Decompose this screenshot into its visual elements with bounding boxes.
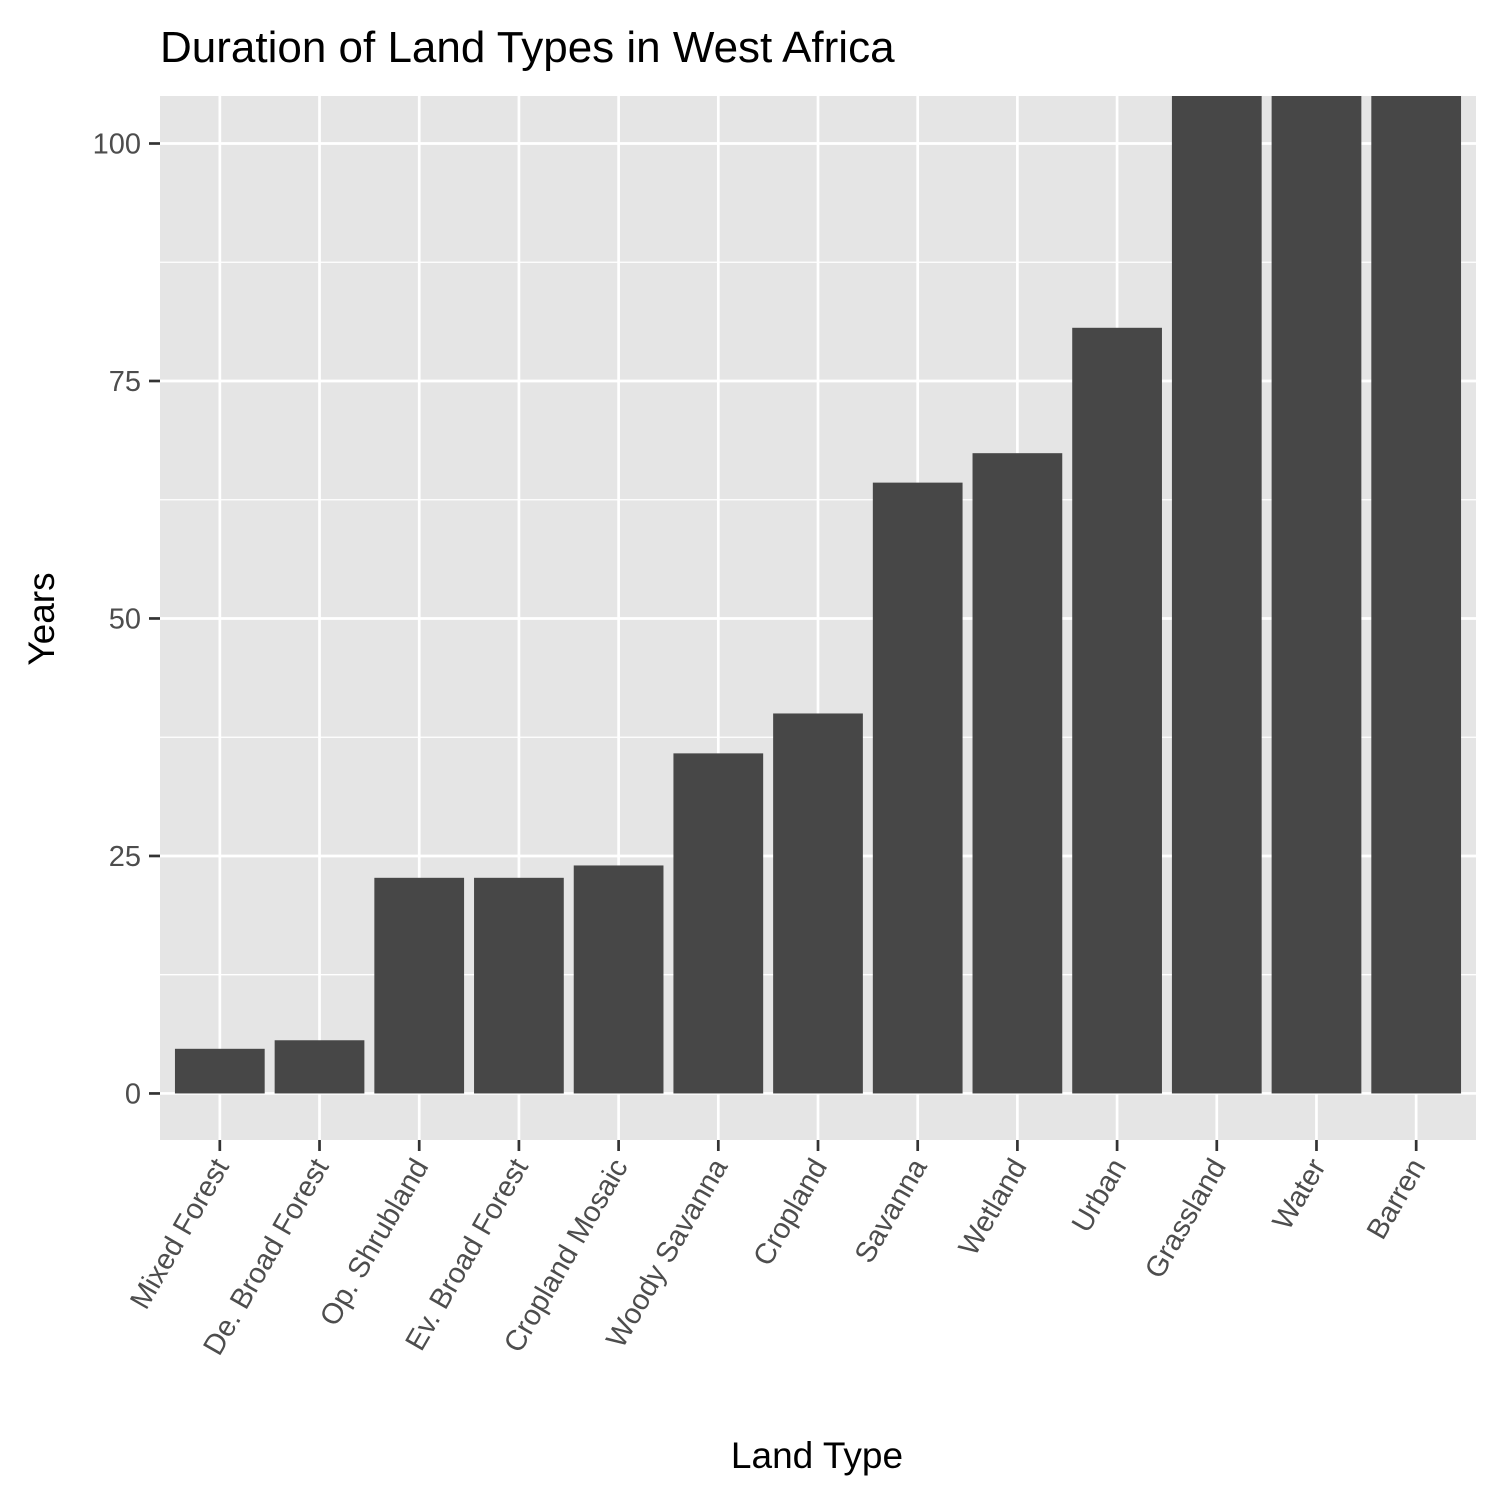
- x-axis-title: Land Type: [731, 1435, 903, 1476]
- y-tick-label: 100: [93, 128, 141, 160]
- y-axis: 0 25 50 75 100: [93, 128, 160, 1110]
- bar: [1271, 96, 1362, 1094]
- x-tick-label: Grassland: [1139, 1154, 1233, 1284]
- bar: [274, 1040, 365, 1094]
- bar: [374, 877, 465, 1094]
- x-tick-label: Barren: [1361, 1154, 1432, 1245]
- x-tick-label: Savanna: [849, 1153, 934, 1269]
- chart-title: Duration of Land Types in West Africa: [160, 23, 895, 72]
- y-tick-label: 25: [109, 841, 141, 873]
- x-tick-label: Water: [1267, 1153, 1333, 1235]
- x-tick-label: Op. Shrubland: [314, 1154, 435, 1332]
- x-tick-label: Cropland: [748, 1154, 835, 1272]
- bar: [773, 713, 863, 1094]
- bar: [972, 453, 1063, 1094]
- bar: [1072, 327, 1162, 1094]
- y-axis-title: Years: [21, 572, 62, 665]
- bar: [573, 865, 664, 1094]
- x-tick-label: Urban: [1066, 1154, 1133, 1238]
- y-tick-label: 75: [109, 366, 141, 398]
- bars: [174, 96, 1462, 1094]
- x-tick-label: Wetland: [953, 1154, 1034, 1262]
- bar: [1371, 96, 1462, 1094]
- bar: [673, 753, 764, 1094]
- y-tick-label: 50: [109, 603, 141, 635]
- bar: [474, 877, 564, 1094]
- bar: [872, 482, 963, 1094]
- bar: [1171, 96, 1262, 1094]
- y-tick-label: 0: [125, 1078, 141, 1110]
- x-tick-label: Mixed Forest: [124, 1154, 236, 1315]
- bar: [174, 1048, 265, 1094]
